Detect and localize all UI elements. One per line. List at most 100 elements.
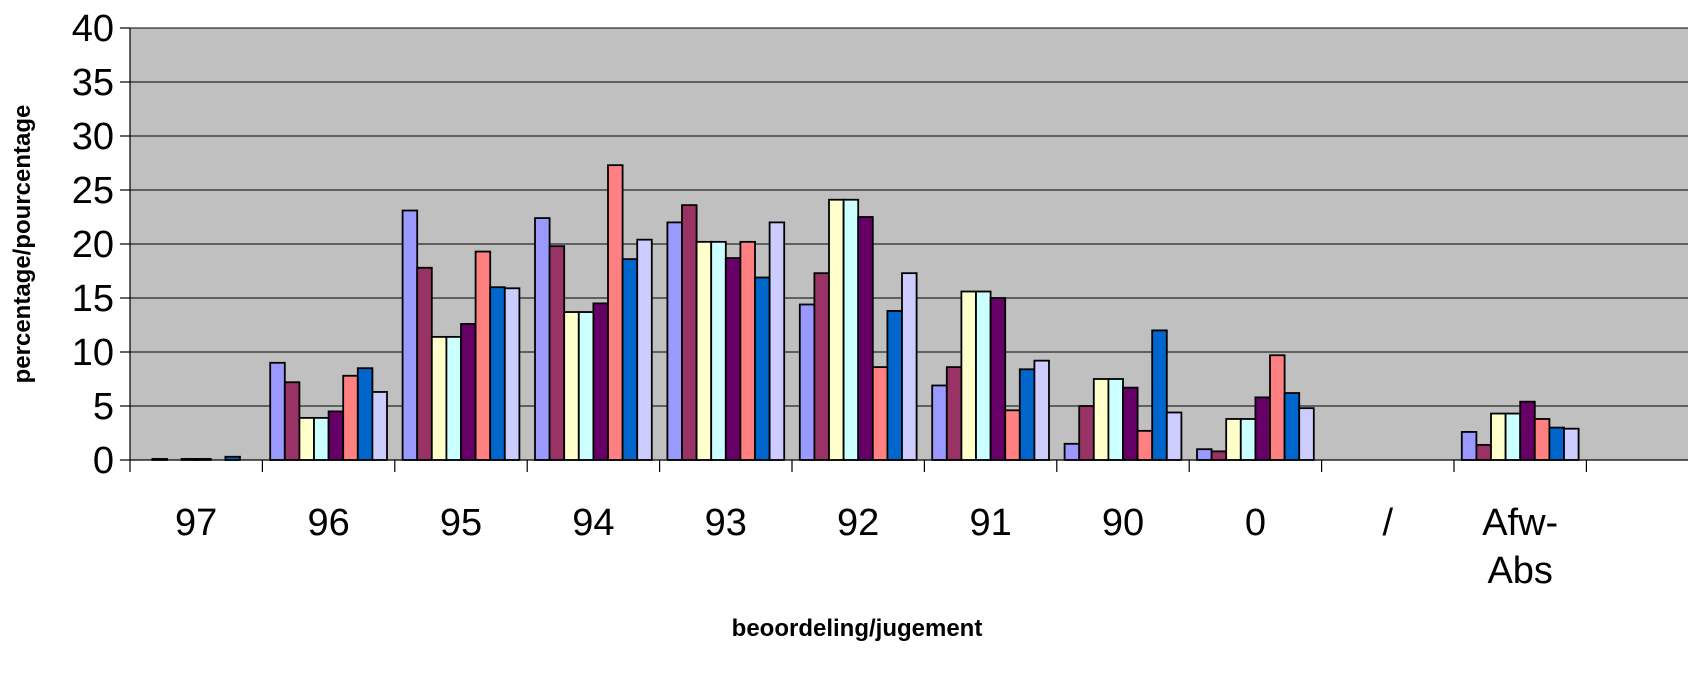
y-tick-label: 15 xyxy=(72,278,114,320)
y-tick-labels: 0 5 10 15 20 25 30 35 40 xyxy=(72,8,114,482)
bar xyxy=(1563,427,1580,461)
y-tick-label: 20 xyxy=(72,224,114,266)
bar xyxy=(636,238,653,461)
bar xyxy=(945,366,963,461)
bar xyxy=(1033,359,1050,461)
bar xyxy=(1490,412,1507,461)
bar xyxy=(1519,400,1536,461)
y-tick-label: 30 xyxy=(72,116,114,158)
bar xyxy=(1239,418,1257,461)
bar xyxy=(842,198,860,461)
bar xyxy=(489,286,506,461)
bar xyxy=(1283,392,1301,461)
bar xyxy=(989,297,1007,461)
bar xyxy=(1196,448,1213,461)
bar xyxy=(563,311,580,461)
bar xyxy=(1210,450,1228,461)
y-tick-label: 5 xyxy=(93,386,114,428)
bar xyxy=(1475,443,1492,461)
x-tick-label: 94 xyxy=(572,502,614,544)
x-tick-label: 92 xyxy=(837,502,879,544)
bar xyxy=(430,335,448,461)
bar xyxy=(739,240,756,461)
bar xyxy=(857,216,874,461)
bar xyxy=(1548,426,1565,461)
bar xyxy=(503,287,521,461)
x-tick-label: 91 xyxy=(969,502,1011,544)
y-tick-label: 10 xyxy=(72,332,114,374)
bar xyxy=(327,410,345,461)
x-tick-label: 90 xyxy=(1102,502,1144,544)
bar xyxy=(666,221,683,461)
bar xyxy=(313,416,330,461)
bar xyxy=(1151,329,1168,461)
bar xyxy=(1063,442,1081,461)
bar xyxy=(886,310,903,461)
bar xyxy=(1018,368,1036,461)
x-tick-label: / xyxy=(1383,502,1394,544)
x-tick-label: 95 xyxy=(440,502,482,544)
bar xyxy=(1122,386,1139,461)
bar xyxy=(1298,407,1315,461)
bar xyxy=(1004,409,1021,461)
bar xyxy=(871,366,889,461)
bar xyxy=(1136,429,1154,461)
y-tick-label: 35 xyxy=(72,62,114,104)
bar xyxy=(960,290,977,461)
bar xyxy=(828,198,845,461)
bar xyxy=(592,302,609,461)
bar xyxy=(724,257,742,461)
y-tick-label: 0 xyxy=(93,440,114,482)
x-tick-labels: 97 96 95 94 93 92 91 90 0 / Afw-Abs xyxy=(175,502,1558,592)
bar xyxy=(1225,418,1242,461)
bar xyxy=(534,217,551,461)
bar xyxy=(460,323,477,461)
bar xyxy=(607,164,624,461)
x-tick-label: 96 xyxy=(307,502,349,544)
bar xyxy=(298,416,315,461)
bar xyxy=(681,204,698,461)
bar xyxy=(401,209,419,461)
bar xyxy=(754,276,771,461)
bar xyxy=(342,374,359,461)
bar xyxy=(371,391,388,461)
bar xyxy=(931,384,948,461)
bar xyxy=(1460,431,1478,461)
bar xyxy=(445,335,462,461)
x-tick-label: Afw-Abs xyxy=(1482,502,1558,592)
x-tick-label: 93 xyxy=(705,502,747,544)
bar xyxy=(813,272,830,461)
bar xyxy=(283,381,301,461)
bar xyxy=(1107,378,1124,461)
axes xyxy=(120,27,1688,472)
bar xyxy=(1504,412,1522,461)
bar xyxy=(548,245,566,461)
bar xyxy=(695,240,713,461)
bar xyxy=(1092,378,1110,461)
y-tick-label: 25 xyxy=(72,170,114,212)
bar xyxy=(577,311,595,461)
bar xyxy=(416,266,433,461)
bar xyxy=(901,272,918,461)
bars xyxy=(151,164,1580,461)
bar xyxy=(1165,411,1183,461)
bar xyxy=(1269,354,1286,461)
bar xyxy=(621,258,639,461)
bar xyxy=(356,367,374,461)
y-axis-title: percentage/pourcentage xyxy=(9,105,36,384)
bar xyxy=(1533,418,1551,461)
bar xyxy=(710,240,727,461)
bar xyxy=(1254,396,1271,461)
x-axis-title: beoordeling/jugement xyxy=(732,615,983,642)
x-tick-label: 97 xyxy=(175,502,217,544)
bar xyxy=(768,221,786,461)
y-tick-label: 40 xyxy=(72,8,114,50)
bar xyxy=(798,303,816,461)
bar xyxy=(975,290,992,461)
bar xyxy=(474,250,492,461)
bar xyxy=(1078,405,1095,461)
bar xyxy=(269,361,286,461)
x-tick-label: 0 xyxy=(1245,502,1266,544)
